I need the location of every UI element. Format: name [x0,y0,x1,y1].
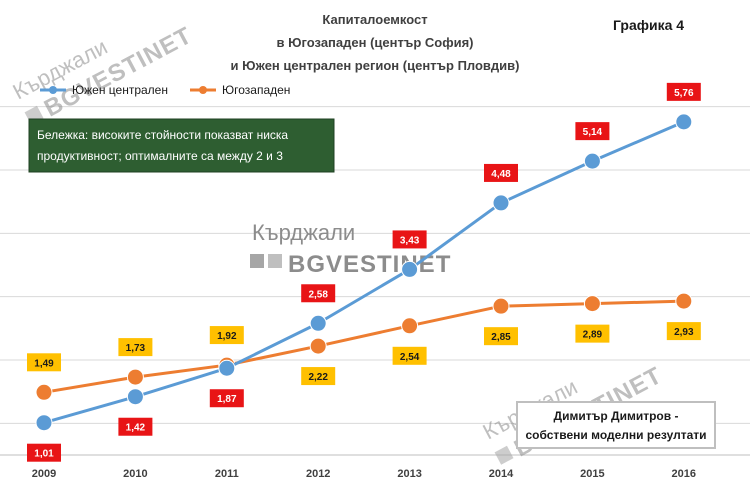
data-point-south-central [218,359,236,377]
legend: Южен централен Югозападен [40,83,290,97]
x-axis: 2009 2010 2011 2012 2013 2014 2015 2016 [32,468,696,480]
data-point-southwest [675,292,693,310]
data-label-box [575,324,610,343]
data-label: 1,92 [217,331,237,342]
watermark-brand: Кърджали [252,220,355,245]
x-tick-label: 2015 [580,468,604,480]
data-point-southwest [309,337,327,355]
author-background [516,401,716,449]
watermark-logo: BGVESTINET [288,251,451,278]
data-label-box [27,443,61,462]
data-label-box [301,367,336,386]
data-label-box [666,322,701,341]
data-label-box [392,230,427,249]
data-label: 1,49 [34,358,54,369]
data-point-southwest [492,297,510,315]
note-line-2: продуктивност; оптималните са между 2 и … [37,149,283,163]
data-point-south-central [35,414,53,432]
data-point-southwest [401,317,419,335]
data-point-south-central [309,314,327,332]
chart-title-line-3: и Южен централен регион (център Пловдив) [230,58,519,73]
data-label-box [209,326,244,345]
data-label: 4,48 [491,169,511,180]
data-label-box [301,284,336,303]
watermark-square [250,254,264,268]
legend-label-southwest: Югозападен [222,83,290,97]
author-line-2: собствени моделни резултати [525,428,706,442]
data-label: 5,76 [674,88,694,99]
data-label: 3,43 [400,235,420,246]
data-label-box [484,163,518,182]
x-tick-label: 2010 [123,468,147,480]
data-label-box [575,122,610,141]
x-tick-label: 2011 [215,468,239,480]
watermark-square [494,445,514,465]
data-label-box [666,82,701,101]
x-tick-label: 2012 [306,468,330,480]
data-label: 1,42 [126,423,146,434]
data-label-box [209,389,244,408]
author-line-1: Димитър Димитров - [554,409,679,423]
graph-number-label: Графика 4 [613,17,684,33]
chart-title-line-1: Капиталоемкост [322,12,427,27]
series [35,113,693,432]
data-label-box [484,327,518,346]
data-label-box [118,338,153,357]
chart-title-line-2: в Югозападен (център София) [277,35,474,50]
watermark-center: Кърджали BGVESTINET [250,220,451,278]
data-label: 1,73 [126,343,146,354]
data-point-south-central [492,194,510,212]
note-box: Бележка: високите стойности показват нис… [28,118,335,173]
data-labels: 1,01 1,42 1,87 2,58 3,43 4,48 5,14 5,76 1,49 1,73… [27,82,701,462]
note-background [29,119,334,172]
note-border [28,118,335,173]
series-line-southwest [43,299,684,394]
author-box: Димитър Димитров - собствени моделни рез… [516,401,716,449]
data-label: 2,89 [583,330,603,341]
data-point-south-central [675,113,693,131]
data-label: 5,14 [583,127,603,138]
data-label: 2,58 [308,289,328,300]
data-label: 2,93 [674,327,694,338]
data-label: 2,85 [491,332,511,343]
legend-marker-south-central [49,86,57,94]
x-tick-label: 2016 [672,468,696,480]
data-label-box [392,346,427,365]
legend-label-south-central: Южен централен [72,83,168,97]
series-line-south-central [43,120,685,425]
data-point-south-central [126,388,144,406]
data-point-southwest [126,368,144,386]
data-label: 2,54 [400,352,420,363]
watermark-square [268,254,282,268]
legend-marker-southwest [199,86,207,94]
note-line-1: Бележка: високите стойности показват нис… [37,128,288,142]
data-point-southwest [35,383,53,401]
data-point-southwest [583,295,601,313]
x-tick-label: 2014 [489,468,514,480]
data-point-south-central [583,152,601,170]
x-tick-label: 2013 [397,468,421,480]
data-label: 2,22 [308,372,328,383]
data-label: 1,01 [34,449,54,460]
data-label-box [27,353,61,372]
data-point-south-central [401,260,419,278]
x-tick-label: 2009 [32,468,56,480]
data-label-box [118,417,153,436]
data-label: 1,87 [217,394,237,405]
